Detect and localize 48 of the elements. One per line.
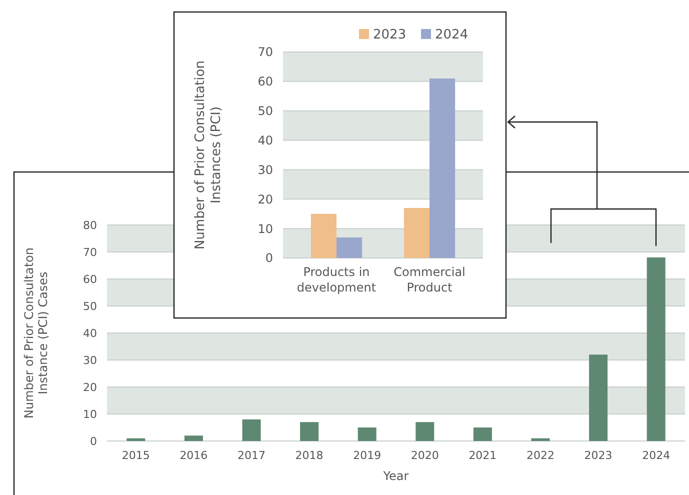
bar <box>646 257 666 441</box>
x-tick-label: 2024 <box>642 449 670 462</box>
y-tick-label: 0 <box>90 434 97 448</box>
legend-label: 2024 <box>435 28 468 43</box>
x-tick-label: Products in development <box>296 265 376 295</box>
bar <box>126 438 146 441</box>
x-tick-label: 2016 <box>180 449 208 462</box>
x-tick-label: 2015 <box>122 449 150 462</box>
x-tick-label: Commercial Product <box>394 265 466 295</box>
x-tick-label: 2023 <box>584 449 612 462</box>
y-tick-label: 0 <box>265 251 273 266</box>
bar <box>531 438 550 441</box>
x-tick-label: 2019 <box>353 449 382 462</box>
bar <box>430 78 456 258</box>
y-axis-title: Number of Prior Consultaton Instance (PCI) Cases <box>22 247 50 419</box>
y-tick-label: 10 <box>83 408 97 421</box>
y-tick-label: 30 <box>258 162 273 177</box>
bar <box>416 422 434 441</box>
bar <box>358 428 376 441</box>
y-tick-label: 60 <box>258 74 273 89</box>
bar <box>589 354 608 441</box>
bar <box>336 237 362 258</box>
x-tick-label: 2018 <box>295 449 324 462</box>
x-tick-label: 2021 <box>468 449 497 462</box>
bar <box>310 214 336 258</box>
x-tick-label: 2022 <box>526 449 554 462</box>
bar <box>242 419 261 441</box>
y-tick-label: 80 <box>83 218 97 232</box>
x-axis-title: Year <box>382 469 409 483</box>
bar <box>404 208 430 258</box>
y-tick-label: 70 <box>258 45 273 60</box>
bar <box>300 422 319 441</box>
x-tick-label: 2017 <box>238 449 266 462</box>
y-tick-label: 40 <box>83 326 97 340</box>
y-tick-label: 60 <box>83 272 97 286</box>
y-tick-label: 40 <box>258 133 273 148</box>
y-tick-label: 50 <box>258 104 273 118</box>
y-tick-label: 50 <box>83 300 97 313</box>
bar <box>184 436 203 441</box>
y-tick-label: 30 <box>83 354 97 367</box>
bar <box>473 428 492 441</box>
y-tick-label: 20 <box>258 192 273 206</box>
y-axis-title: Number of Prior Consultation Instances (PCI) <box>193 60 224 250</box>
x-tick-label: 2020 <box>410 449 439 462</box>
y-tick-label: 70 <box>83 246 97 259</box>
legend-label: 2023 <box>373 28 406 43</box>
y-tick-label: 10 <box>258 222 273 236</box>
y-tick-label: 20 <box>83 380 97 394</box>
